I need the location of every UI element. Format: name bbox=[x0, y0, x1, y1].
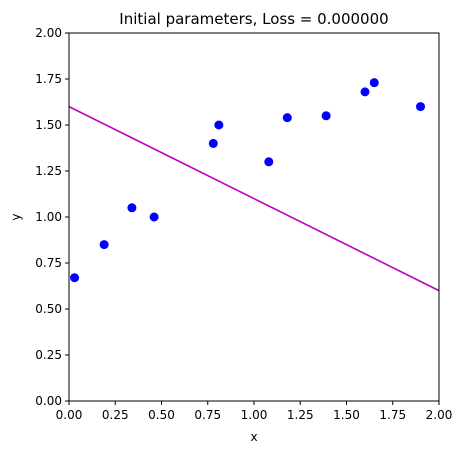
x-tick-label: 0.50 bbox=[148, 408, 175, 422]
fit-line bbox=[68, 105, 440, 292]
x-tick-label: 0.25 bbox=[102, 408, 129, 422]
y-tick-label: 0.50 bbox=[35, 302, 62, 316]
data-point bbox=[99, 240, 109, 250]
data-point bbox=[369, 78, 379, 88]
y-tick-label: 1.25 bbox=[35, 164, 62, 178]
y-tick-label: 1.75 bbox=[35, 72, 62, 86]
plot-background bbox=[69, 33, 439, 401]
data-point bbox=[214, 120, 224, 130]
plot-area bbox=[68, 32, 440, 402]
data-points-layer bbox=[70, 78, 425, 283]
y-tick-label: 0.25 bbox=[35, 348, 62, 362]
data-point bbox=[416, 102, 425, 112]
data-point bbox=[149, 212, 159, 222]
x-axis: 0.00 0.25 0.50 0.75 1.00 1.25 1.50 1.75 2.00 bbox=[56, 401, 453, 422]
y-tick-label: 0.75 bbox=[35, 256, 62, 270]
data-point bbox=[321, 111, 331, 121]
fit-line-layer bbox=[68, 105, 440, 292]
data-point bbox=[127, 203, 137, 213]
y-axis-label: y bbox=[9, 213, 23, 220]
y-tick-label: 1.00 bbox=[35, 210, 62, 224]
x-tick-label: 1.00 bbox=[241, 408, 268, 422]
y-tick-label: 2.00 bbox=[35, 26, 62, 40]
data-point bbox=[208, 138, 218, 148]
y-tick-label: 1.50 bbox=[35, 118, 62, 132]
data-point bbox=[282, 113, 292, 123]
x-tick-label: 1.75 bbox=[379, 408, 406, 422]
x-axis-label: x bbox=[250, 430, 257, 444]
y-axis: 0.00 0.25 0.50 0.75 1.00 1.25 1.50 1.75 2.00 bbox=[35, 26, 69, 408]
data-point bbox=[264, 157, 274, 167]
data-point bbox=[70, 273, 80, 283]
x-tick-label: 0.75 bbox=[194, 408, 221, 422]
y-tick-label: 0.00 bbox=[35, 394, 62, 408]
x-tick-label: 2.00 bbox=[426, 408, 453, 422]
x-tick-label: 0.00 bbox=[56, 408, 83, 422]
x-tick-label: 1.50 bbox=[333, 408, 360, 422]
chart-title: Initial parameters, Loss = 0.000000 bbox=[119, 10, 388, 28]
x-tick-label: 1.25 bbox=[287, 408, 314, 422]
data-point bbox=[360, 87, 370, 97]
